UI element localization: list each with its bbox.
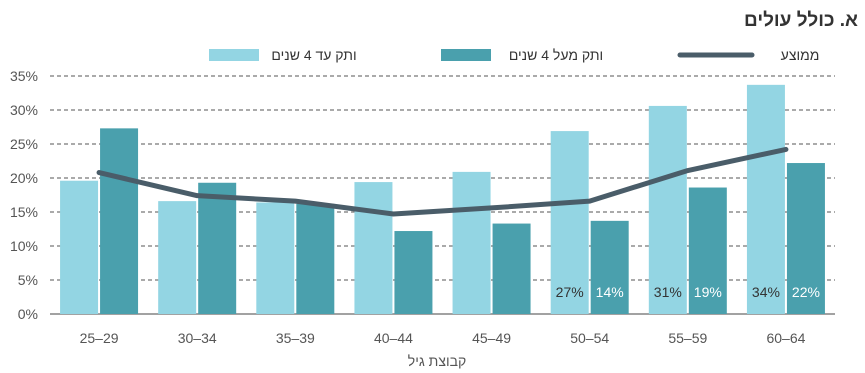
- bar-dark: [590, 220, 629, 314]
- data-label-dark: 19%: [694, 284, 722, 300]
- bar-dark: [688, 187, 727, 314]
- bar-light: [256, 202, 295, 314]
- x-tick-label: 35–39: [276, 330, 315, 346]
- x-tick-label: 30–34: [178, 330, 217, 346]
- data-labels: 27% 14% 31% 19% 34% 22%: [556, 284, 820, 300]
- y-tick-label: 15%: [10, 204, 38, 220]
- x-axis-label: קבוצת גיל: [408, 353, 466, 369]
- bar-dark: [100, 128, 139, 314]
- bar-dark: [296, 203, 335, 314]
- bar-light: [354, 182, 393, 314]
- bar-dark: [786, 163, 825, 314]
- data-label-dark: 22%: [792, 284, 820, 300]
- bar-light: [60, 180, 99, 314]
- average-line-group: [96, 146, 789, 217]
- legend: ממוצע ותק מעל 4 שנים ותק עד 4 שנים: [209, 47, 819, 63]
- average-line: [96, 146, 789, 217]
- x-tick-label: 25–29: [80, 330, 119, 346]
- bar-dark: [198, 182, 237, 314]
- legend-swatch-dark: [441, 49, 491, 61]
- bar-light: [158, 201, 197, 314]
- legend-label-light: ותק עד 4 שנים: [271, 47, 356, 63]
- y-tick-label: 10%: [10, 238, 38, 254]
- y-tick-label: 30%: [10, 102, 38, 118]
- bar-dark: [394, 231, 433, 314]
- chart-title: א. כולל עולים: [744, 10, 858, 31]
- bar-light: [550, 131, 589, 314]
- bar-light: [648, 105, 687, 314]
- x-tick-label: 40–44: [374, 330, 413, 346]
- legend-label-dark: ותק מעל 4 שנים: [509, 47, 603, 63]
- y-tick-label: 5%: [18, 272, 38, 288]
- x-tick-label: 45–49: [472, 330, 511, 346]
- y-tick-label: 35%: [10, 68, 38, 84]
- x-axis: 25–29 30–34 35–39 40–44 45–49 50–54 55–59 60–64: [80, 330, 806, 346]
- bars: [60, 84, 825, 314]
- legend-label-average: ממוצע: [781, 47, 820, 63]
- bar-dark: [492, 223, 531, 314]
- data-label-light: 34%: [752, 284, 780, 300]
- y-axis: 0% 5% 10% 15% 20% 25% 30% 35%: [10, 68, 38, 322]
- x-tick-label: 50–54: [570, 330, 609, 346]
- y-tick-label: 25%: [10, 136, 38, 152]
- x-tick-label: 55–59: [668, 330, 707, 346]
- legend-swatch-light: [209, 49, 259, 61]
- data-label-light: 27%: [556, 284, 584, 300]
- data-label-light: 31%: [654, 284, 682, 300]
- x-tick-label: 60–64: [766, 330, 805, 346]
- bar-light: [452, 171, 491, 314]
- data-label-dark: 14%: [596, 284, 624, 300]
- y-tick-label: 0%: [18, 306, 38, 322]
- y-tick-label: 20%: [10, 170, 38, 186]
- bar-light: [746, 84, 785, 314]
